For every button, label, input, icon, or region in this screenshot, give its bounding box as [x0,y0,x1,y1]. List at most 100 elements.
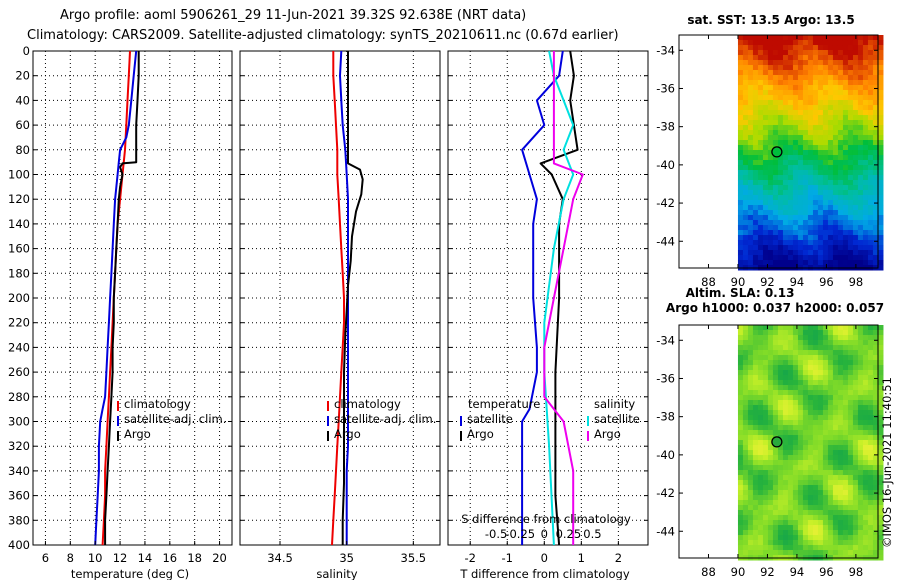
heatmap-cell [862,125,869,131]
heatmap-cell [817,145,824,151]
heatmap-cell [807,175,814,181]
heatmap-cell [752,100,759,106]
heatmap-cell [862,470,869,476]
heatmap-cell [802,460,809,466]
heatmap-cell [807,535,814,541]
heatmap-cell [862,220,869,226]
heatmap-cell [822,495,829,501]
heatmap-cell [767,230,774,236]
heatmap-cell [737,55,744,61]
heatmap-cell [877,520,884,526]
heatmap-cell [752,230,759,236]
heatmap-cell [742,325,749,331]
heatmap-cell [857,245,864,251]
heatmap-cell [827,525,834,531]
heatmap-cell [812,355,819,361]
heatmap-cell [857,370,864,376]
heatmap-cell [777,360,784,366]
heatmap-cell [827,450,834,456]
heatmap-cell [872,325,879,331]
heatmap-cell [792,455,799,461]
heatmap-cell [807,170,814,176]
heatmap-cell [742,480,749,486]
heatmap-cell [757,445,764,451]
heatmap-cell [857,160,864,166]
heatmap-cell [772,95,779,101]
heatmap-cell [762,145,769,151]
heatmap-cell [872,550,879,556]
heatmap-cell [782,235,789,241]
heatmap-cell [782,420,789,426]
heatmap-cell [752,485,759,491]
salinity-legend: climatology satellite-adj. clim. Argo [327,397,436,441]
heatmap-cell [767,155,774,161]
heatmap-cell [832,410,839,416]
heatmap-cell [857,215,864,221]
heatmap-cell [767,145,774,151]
heatmap-cell [767,65,774,71]
heatmap-cell [827,140,834,146]
heatmap-cell [872,185,879,191]
heatmap-cell [777,45,784,51]
heatmap-cell [862,260,869,266]
heatmap-cell [757,540,764,546]
heatmap-cell [737,125,744,131]
heatmap-cell [847,110,854,116]
heatmap-cell [827,210,834,216]
heatmap-cell [802,335,809,341]
heatmap-cell [827,505,834,511]
heatmap-cell [792,355,799,361]
heatmap-cell [857,355,864,361]
heatmap-cell [827,460,834,466]
heatmap-cell [757,255,764,261]
heatmap-cell [802,360,809,366]
sst-map-frame [678,34,879,269]
heatmap-cell [767,510,774,516]
heatmap-cell [812,110,819,116]
heatmap-cell [757,455,764,461]
heatmap-cell [867,380,874,386]
heatmap-cell [772,70,779,76]
heatmap-cell [847,395,854,401]
heatmap-cell [852,465,859,471]
heatmap-cell [797,365,804,371]
heatmap-cell [847,355,854,361]
heatmap-cell [827,415,834,421]
heatmap-cell [762,110,769,116]
heatmap-cell [842,210,849,216]
heatmap-cell [757,220,764,226]
heatmap-cell [752,380,759,386]
heatmap-cell [737,475,744,481]
heatmap-cell [782,145,789,151]
heatmap-cell [817,175,824,181]
heatmap-cell [832,90,839,96]
heatmap-cell [817,60,824,66]
heatmap-cell [767,100,774,106]
heatmap-cell [742,110,749,116]
heatmap-cell [842,130,849,136]
heatmap-cell [772,455,779,461]
heatmap-cell [777,90,784,96]
heatmap-cell [747,185,754,191]
heatmap-cell [812,535,819,541]
heatmap-cell [742,545,749,551]
map-y-tick-label: -34 [656,43,675,57]
heatmap-cell [782,525,789,531]
heatmap-cell [877,195,884,201]
heatmap-cell [872,400,879,406]
heatmap-cell [867,540,874,546]
heatmap-cell [762,470,769,476]
heatmap-cell [742,475,749,481]
heatmap-cell [832,210,839,216]
heatmap-cell [802,470,809,476]
heatmap-cell [747,245,754,251]
x-tick-label: 10 [88,551,103,565]
heatmap-cell [857,365,864,371]
s-difference-ticks: -0.5-0.25 0 0.25 0.5 [485,527,602,541]
heatmap-cell [857,190,864,196]
heatmap-cell [837,375,844,381]
heatmap-cell [772,75,779,81]
heatmap-cell [787,165,794,171]
heatmap-cell [857,450,864,456]
